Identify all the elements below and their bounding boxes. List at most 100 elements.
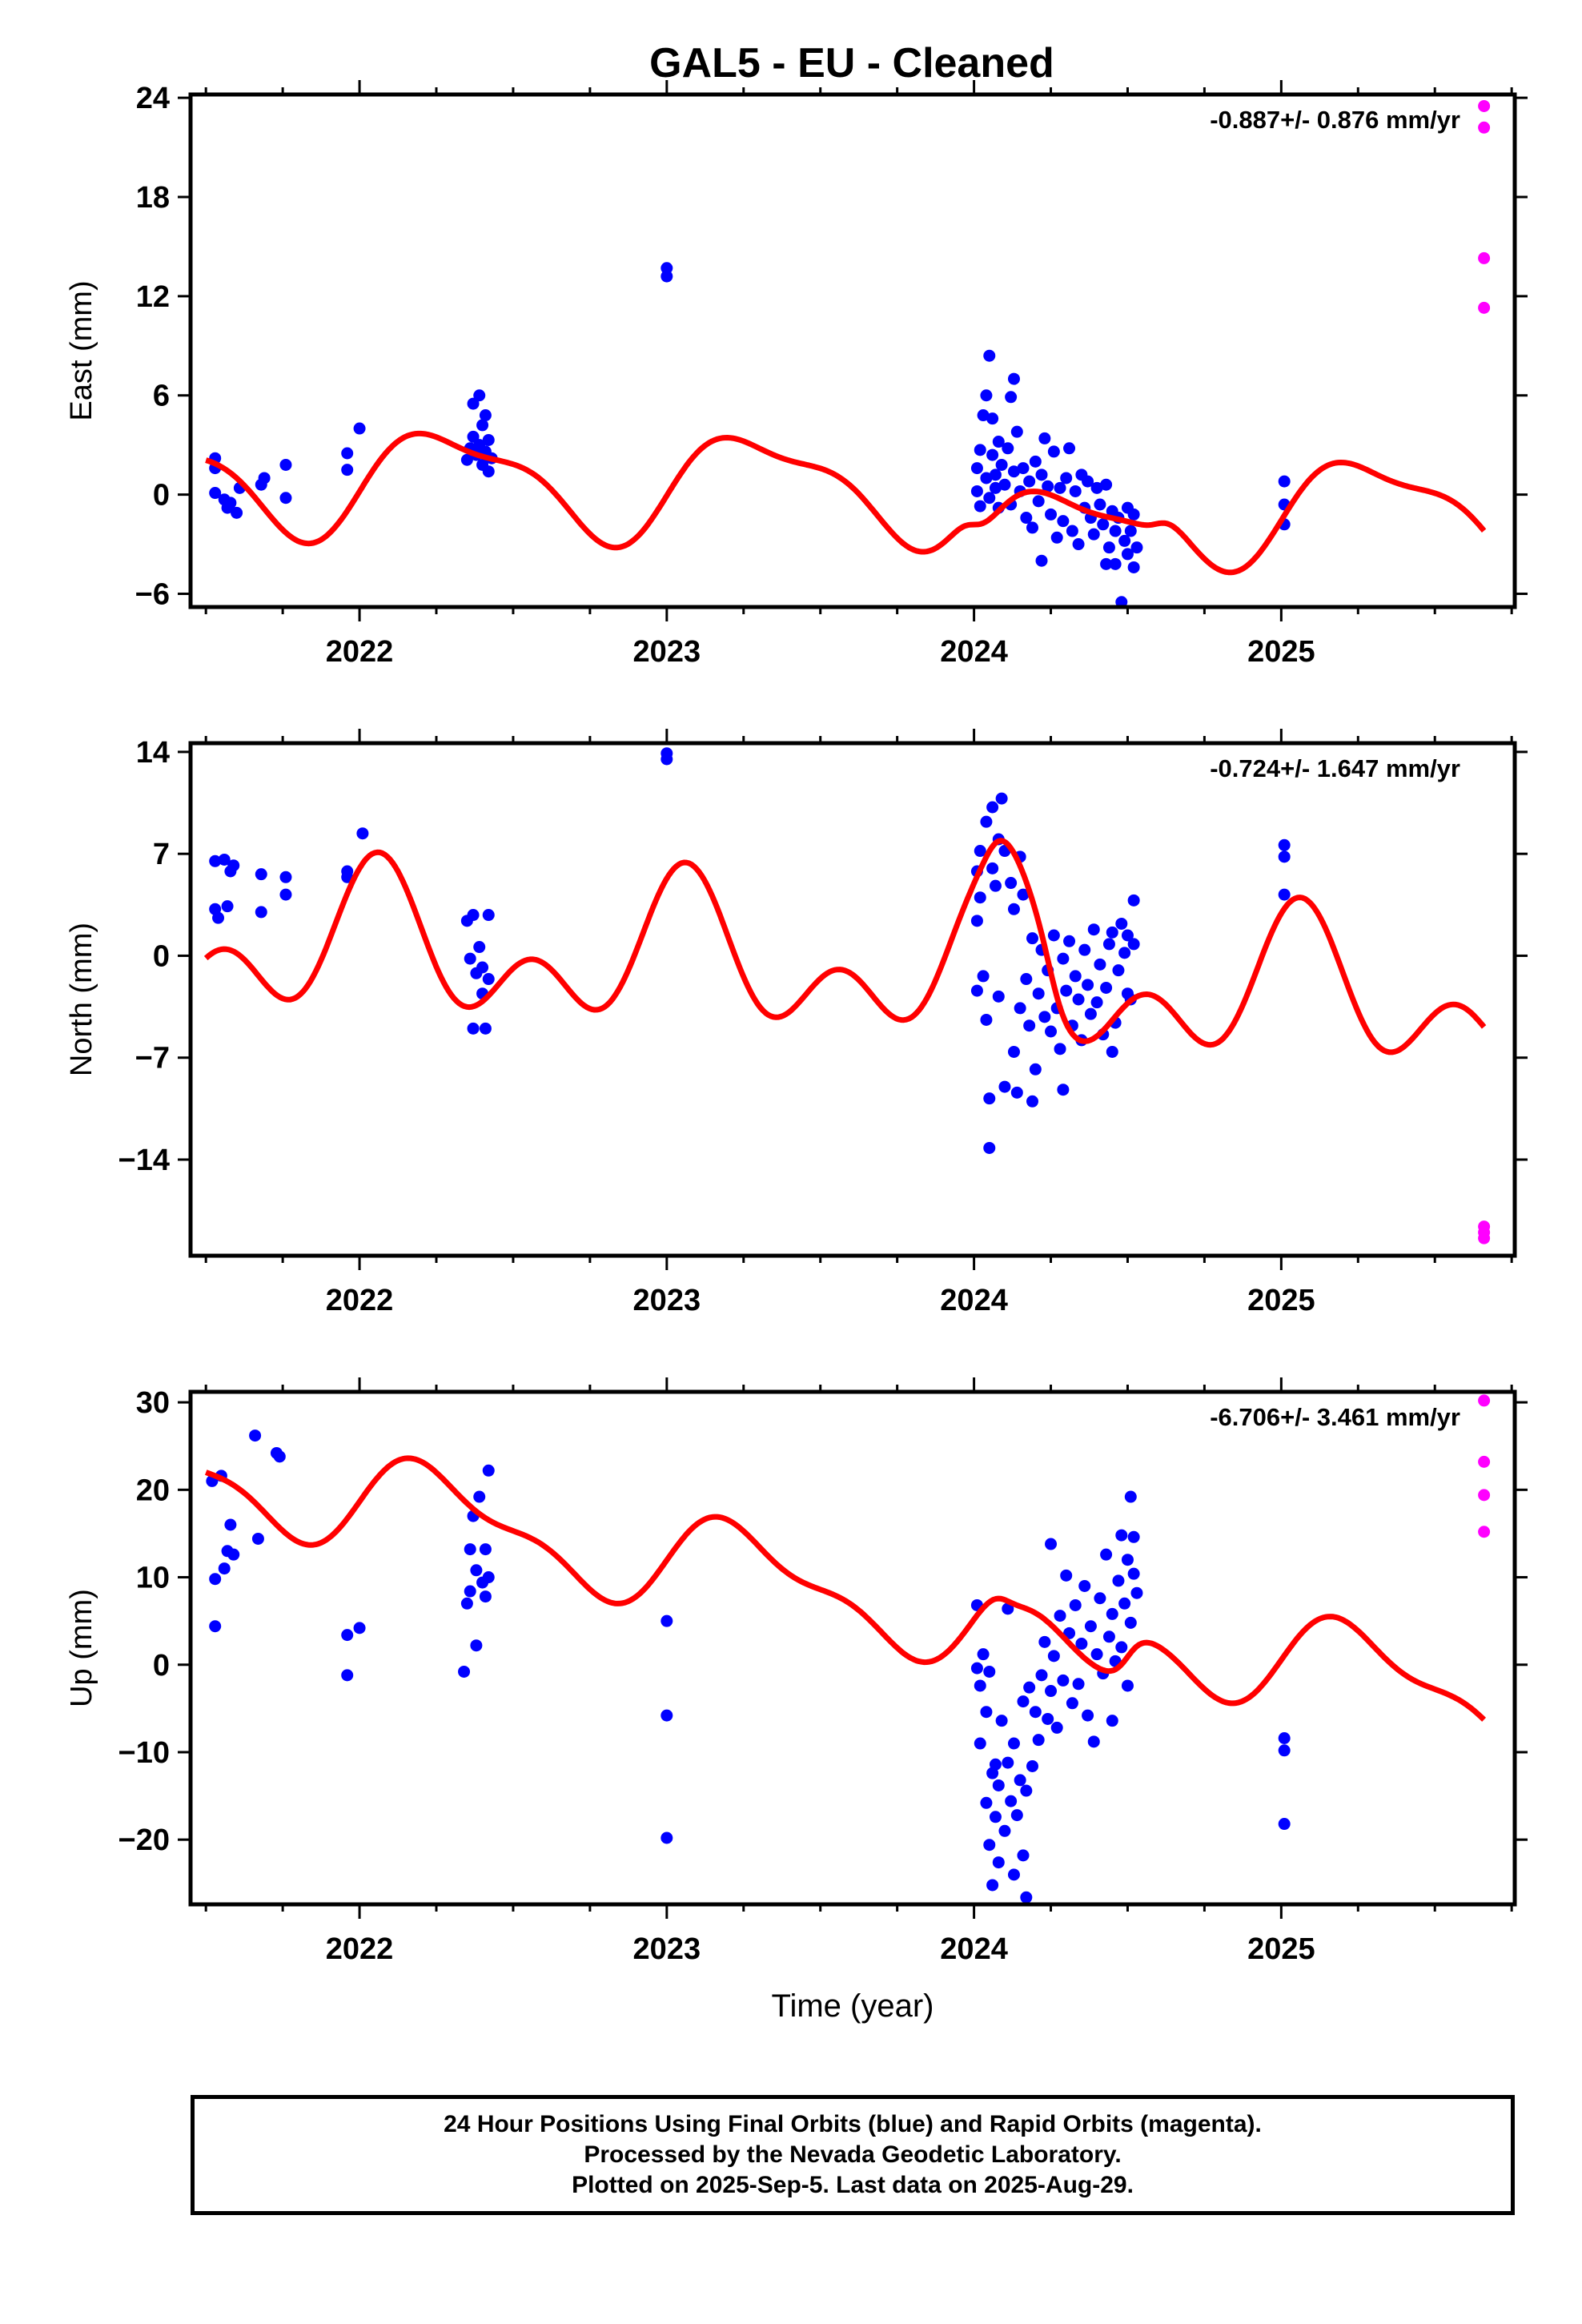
y-axis-label: North (mm) (65, 923, 98, 1076)
x-tick-label: 2023 (633, 635, 701, 669)
final-orbit-point (218, 853, 231, 866)
final-orbit-point (1087, 1735, 1100, 1748)
final-orbit-point (1115, 1641, 1128, 1654)
final-orbit-point (1017, 1849, 1030, 1862)
final-orbit-point (1063, 935, 1076, 947)
y-tick-label: 20 (136, 1474, 170, 1507)
final-orbit-point (986, 448, 999, 461)
final-orbit-point (980, 1013, 993, 1026)
y-tick-label: 0 (153, 479, 170, 513)
final-orbit-point (1124, 1490, 1137, 1503)
x-tick-label: 2025 (1247, 1284, 1315, 1317)
final-orbit-point (279, 492, 292, 505)
final-orbit-point (209, 854, 222, 867)
final-orbit-point (1047, 445, 1060, 458)
final-orbit-point (970, 984, 983, 997)
final-orbit-point (224, 1518, 237, 1531)
final-orbit-point (970, 915, 983, 927)
final-orbit-point (661, 270, 673, 283)
final-orbit-point (989, 1758, 1002, 1771)
x-tick-label: 2023 (633, 1284, 701, 1317)
final-orbit-point (1069, 485, 1082, 497)
final-orbit-point (231, 506, 243, 519)
final-orbit-point (1106, 1045, 1118, 1058)
final-orbit-point (1035, 468, 1048, 481)
final-orbit-point (249, 1429, 262, 1442)
panel-up: 2022 2023 2024 2025 −20 −10 0 10 20 30 Up (mm) Time… (65, 1377, 1528, 2024)
rapid-orbit-point (1478, 1526, 1491, 1538)
final-orbit-point (661, 1709, 673, 1722)
final-orbit-point (980, 1706, 993, 1719)
final-orbit-point (1115, 596, 1128, 607)
final-orbit-point (1106, 1607, 1118, 1620)
final-orbit-point (1075, 1638, 1088, 1651)
final-orbit-point (1007, 1737, 1020, 1750)
final-orbit-point (473, 941, 486, 954)
y-axis-label: Up (mm) (65, 1589, 98, 1707)
final-orbit-point (1002, 1756, 1014, 1769)
final-orbit-point (482, 909, 495, 922)
final-orbit-point (980, 472, 993, 485)
figure-caption: 24 Hour Positions Using Final Orbits (bl… (191, 2095, 1515, 2215)
rapid-orbit-point (1478, 301, 1491, 314)
final-orbit-point (467, 1022, 480, 1035)
final-orbit-point (995, 458, 1008, 471)
plot-frame (188, 92, 1517, 609)
y-tick-label: −14 (118, 1144, 170, 1177)
final-orbit-point (998, 1824, 1011, 1837)
final-orbit-point (1060, 472, 1073, 485)
final-orbit-point (476, 419, 489, 432)
caption-line-3: Plotted on 2025-Sep-5. Last data on 2025… (572, 2172, 1134, 2198)
final-orbit-point (992, 1779, 1005, 1791)
final-orbit-point (989, 481, 1002, 494)
final-orbit-point (1115, 917, 1128, 930)
final-orbit-point (1082, 1709, 1094, 1722)
final-orbit-point (1063, 442, 1076, 455)
final-orbit-point (974, 891, 986, 904)
final-orbit-point (353, 422, 366, 435)
final-orbit-point (1002, 442, 1014, 455)
final-orbit-point (1020, 1784, 1033, 1797)
final-orbit-point (1038, 1635, 1051, 1648)
final-orbit-point (341, 447, 354, 460)
y-tick-label: 24 (136, 82, 170, 115)
final-orbit-point (1087, 528, 1100, 541)
final-orbit-point (983, 492, 996, 505)
final-orbit-point (1017, 1695, 1030, 1708)
final-orbit-point (1121, 1554, 1134, 1566)
final-orbit-point (1010, 425, 1023, 438)
final-orbit-point (1094, 1592, 1106, 1605)
final-orbit-point (1057, 515, 1070, 528)
final-orbit-point (1278, 838, 1291, 851)
y-tick-label: 10 (136, 1562, 170, 1595)
final-orbit-point (1106, 926, 1118, 939)
final-orbit-point (460, 453, 473, 466)
final-orbit-point (983, 1092, 996, 1105)
final-orbit-point (1014, 1774, 1026, 1787)
final-orbit-point (661, 753, 673, 766)
final-orbit-point (983, 1141, 996, 1154)
final-orbit-point (1069, 970, 1082, 983)
final-orbit-point (980, 815, 993, 828)
final-orbit-point (1007, 1045, 1020, 1058)
final-orbit-point (341, 1629, 354, 1642)
final-orbit-point (1121, 1679, 1134, 1692)
final-orbit-point (1010, 1086, 1023, 1099)
final-orbit-point (1127, 561, 1140, 573)
final-orbit-point (227, 1548, 240, 1561)
final-orbit-point (227, 859, 240, 872)
final-orbit-point (995, 1715, 1008, 1727)
final-orbit-point (1100, 478, 1113, 491)
final-orbit-point (1066, 525, 1078, 537)
final-orbit-point (1020, 973, 1033, 986)
final-orbit-point (353, 1622, 366, 1634)
final-orbit-point (1057, 1674, 1070, 1687)
final-orbit-point (209, 1573, 222, 1586)
final-orbit-point (341, 1669, 354, 1682)
final-orbit-point (1026, 521, 1038, 534)
final-orbit-point (1023, 475, 1036, 488)
x-tick-label: 2022 (326, 1932, 394, 1966)
final-orbit-point (1278, 850, 1291, 863)
final-orbit-point (995, 792, 1008, 805)
rate-annotation: -0.887+/- 0.876 mm/yr (1210, 106, 1460, 134)
